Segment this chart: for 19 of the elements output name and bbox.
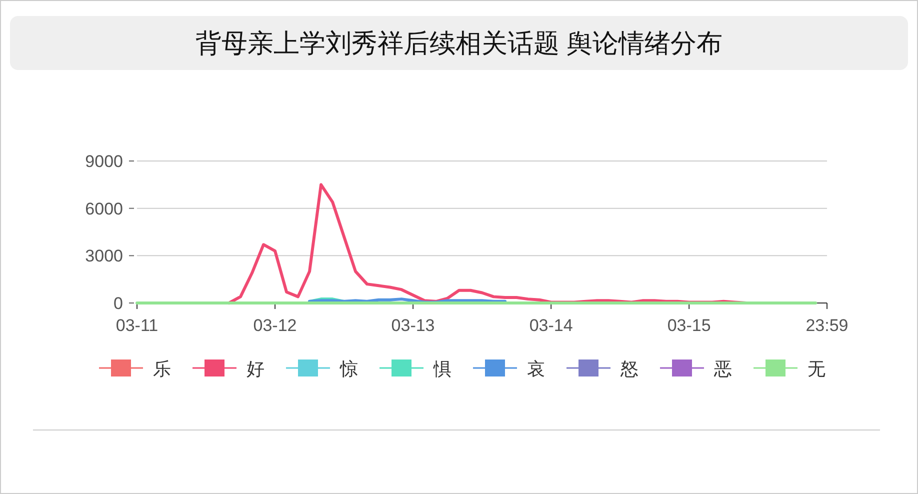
x-tick-label: 03-15: [667, 316, 711, 335]
legend-label: 怒: [620, 359, 640, 379]
y-tick-label: 6000: [85, 199, 123, 218]
x-tick-label: 03-12: [253, 316, 297, 335]
legend-label: 无: [808, 359, 828, 379]
x-tick-label: 03-14: [529, 316, 573, 335]
legend-label: 恶: [713, 359, 734, 379]
y-tick-label: 0: [114, 294, 123, 313]
y-tick-label: 9000: [85, 152, 123, 171]
chart-title: 背母亲上学刘秀祥后续相关话题 舆论情绪分布: [195, 28, 723, 58]
legend-label: 哀: [527, 359, 547, 379]
legend-label: 惧: [432, 359, 454, 379]
legend-label: 乐: [153, 359, 173, 379]
x-tick-label: 03-13: [391, 316, 435, 335]
legend-label: 惊: [339, 359, 360, 379]
x-tick-label: 23:59: [806, 316, 848, 335]
y-tick-label: 3000: [85, 246, 123, 266]
x-tick-label: 03-11: [116, 316, 158, 335]
legend-label: 好: [246, 359, 266, 379]
